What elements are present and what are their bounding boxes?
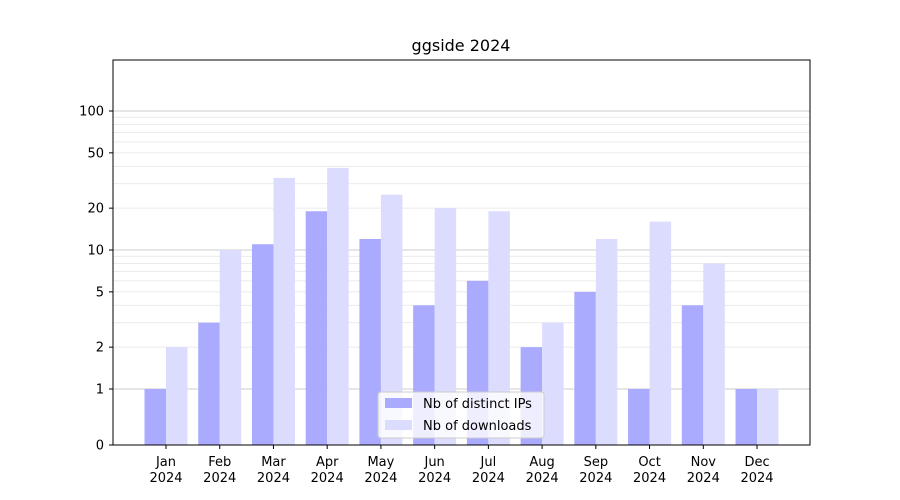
y-axis: 0 1 2 5 10 20 50 100: [79, 105, 113, 454]
y-tick-label: 100: [79, 105, 104, 120]
legend-label-downloads: Nb of downloads: [423, 419, 532, 434]
y-tick-label: 50: [87, 146, 104, 161]
bar-distinct-ips-feb: [198, 322, 220, 445]
x-tick-label: Aug 2024: [526, 455, 559, 486]
bar-downloads-apr: [327, 167, 349, 445]
bar-distinct-ips-may: [359, 238, 381, 445]
x-tick-label: Jan 2024: [149, 455, 182, 486]
bar-downloads-jul: [488, 211, 510, 445]
bar-downloads-may: [380, 194, 403, 445]
x-tick-label: Mar 2024: [257, 455, 290, 486]
y-tick-label: 1: [96, 383, 104, 398]
bar-distinct-ips-dec: [735, 389, 758, 445]
bar-distinct-ips-apr: [305, 211, 328, 445]
y-tick-label: 2: [96, 341, 104, 356]
bar-downloads-feb: [219, 250, 242, 445]
y-tick-label: 20: [87, 202, 104, 217]
bar-downloads-jan: [166, 347, 188, 445]
x-tick-label: Oct 2024: [633, 455, 666, 486]
y-tick-label: 10: [87, 244, 104, 259]
y-tick-label: 0: [96, 439, 104, 454]
legend-box: [377, 391, 545, 439]
x-tick-label: Feb 2024: [203, 455, 236, 486]
bar-downloads-oct: [649, 221, 672, 445]
bar-distinct-ips-mar: [251, 244, 274, 445]
legend-label-distinct-ips: Nb of distinct IPs: [423, 397, 532, 412]
x-tick-label: Dec 2024: [740, 455, 773, 486]
bar-downloads-mar: [273, 177, 295, 445]
bar-downloads-sep: [595, 238, 618, 445]
y-tick-label: 5: [96, 285, 104, 300]
x-tick-label: Jul 2024: [472, 455, 505, 486]
bar-distinct-ips-sep: [574, 291, 596, 445]
chart-title: ggside 2024: [412, 36, 511, 55]
x-tick-label: Jun 2024: [418, 455, 451, 486]
x-tick-label: Sep 2024: [579, 455, 612, 486]
bar-downloads-jun: [434, 208, 457, 445]
x-tick-label: Apr 2024: [311, 455, 344, 486]
x-tick-label: May 2024: [364, 455, 397, 486]
bar-downloads-aug: [542, 322, 564, 445]
x-axis: Jan 2024 Feb 2024 Mar 2024 Apr 2024 May 2024 Jun 20…: [149, 445, 774, 486]
legend-swatch-downloads: [385, 420, 412, 430]
legend: Nb of distinct IPs Nb of downloads: [377, 391, 545, 439]
bar-distinct-ips-jan: [144, 389, 166, 445]
x-tick-label: Nov 2024: [687, 455, 720, 486]
bar-downloads-nov: [703, 263, 725, 445]
bar-distinct-ips-oct: [628, 389, 650, 445]
plot-frame: [112, 59, 811, 446]
bar-downloads-dec: [757, 389, 779, 445]
bar-distinct-ips-nov: [681, 305, 704, 445]
legend-swatch-distinct-ips: [385, 398, 412, 408]
